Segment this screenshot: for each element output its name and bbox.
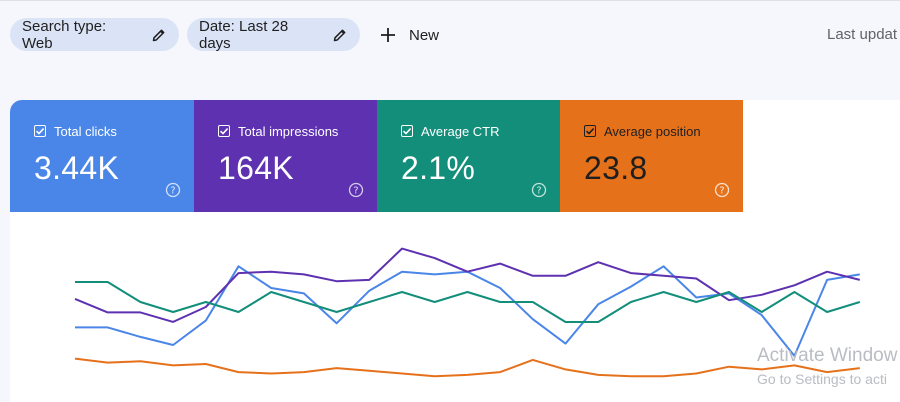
svg-text:?: ? — [353, 185, 358, 196]
checkbox-checked-icon[interactable] — [218, 125, 230, 137]
edit-pencil-icon — [151, 27, 167, 43]
plus-icon — [378, 25, 398, 45]
metric-label: Total impressions — [238, 123, 339, 139]
metric-value: 164K — [218, 150, 294, 186]
date-chip-label: Date: Last 28 days — [199, 17, 289, 52]
metric-label: Average CTR — [421, 123, 500, 139]
search-type-chip-label: Search type: Web — [22, 17, 107, 52]
search-type-filter-chip[interactable]: Search type: Web — [10, 17, 179, 52]
checkbox-checked-icon[interactable] — [34, 125, 46, 137]
metric-card-total-clicks[interactable]: Total clicks 3.44K ? — [10, 100, 194, 212]
series-line-4 — [74, 357, 860, 378]
new-filter-button[interactable]: New — [378, 22, 439, 48]
metric-card-average-position[interactable]: Average position 23.8 ? — [560, 100, 743, 212]
svg-text:?: ? — [719, 185, 724, 196]
metric-card-total-impressions[interactable]: Total impressions 164K ? — [194, 100, 377, 212]
svg-text:?: ? — [536, 185, 541, 196]
series-line-1 — [75, 265, 860, 357]
performance-line-chart — [74, 247, 861, 378]
edit-pencil-icon — [332, 27, 348, 43]
metric-card-average-ctr[interactable]: Average CTR 2.1% ? — [377, 100, 560, 212]
metric-label: Total clicks — [54, 123, 117, 139]
new-button-label: New — [409, 26, 440, 44]
series-line-2 — [74, 247, 861, 323]
help-icon[interactable]: ? — [348, 182, 364, 198]
metric-value: 2.1% — [401, 150, 476, 186]
help-icon[interactable]: ? — [531, 182, 547, 198]
date-range-filter-chip[interactable]: Date: Last 28 days — [187, 17, 360, 52]
metric-value: 3.44K — [34, 150, 120, 186]
last-updated-text: Last updat — [827, 26, 898, 43]
help-icon[interactable]: ? — [165, 182, 181, 198]
svg-text:?: ? — [170, 185, 175, 196]
top-divider — [0, 0, 900, 1]
series-line-3 — [75, 281, 861, 323]
help-icon[interactable]: ? — [714, 182, 730, 198]
metric-label: Average position — [604, 123, 701, 139]
checkbox-checked-icon[interactable] — [584, 125, 596, 137]
metric-value: 23.8 — [584, 150, 648, 186]
checkbox-checked-icon[interactable] — [401, 125, 413, 137]
